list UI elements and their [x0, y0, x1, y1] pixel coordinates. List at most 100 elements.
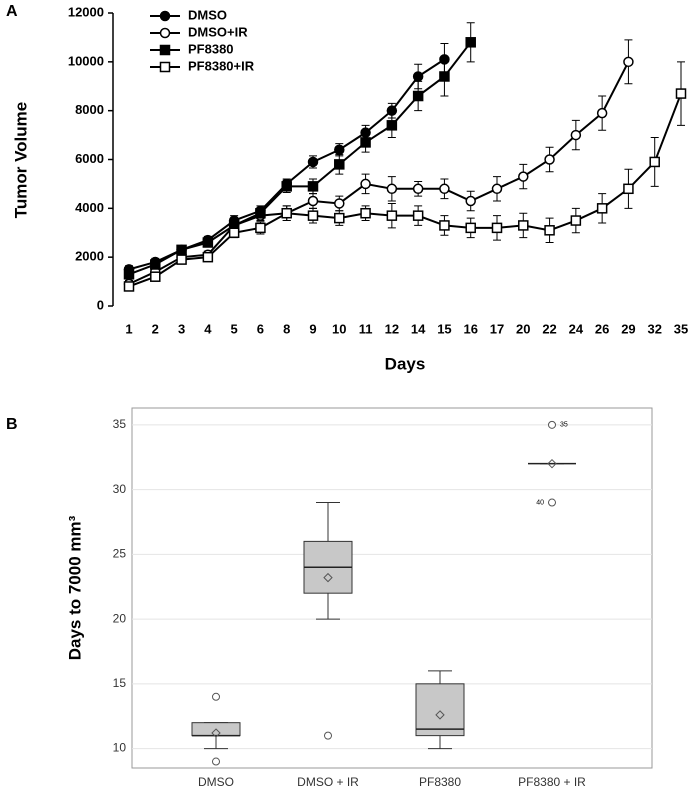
marker	[202, 237, 214, 248]
marker	[649, 156, 660, 168]
x-tick-label: 4	[204, 321, 212, 336]
outlier	[548, 420, 556, 429]
marker	[518, 171, 529, 182]
x-tick-label: 1	[125, 321, 132, 336]
marker	[465, 37, 476, 48]
y-tick-label: 10000	[68, 53, 104, 68]
y-tick-label: 10	[113, 741, 127, 755]
marker	[334, 144, 345, 155]
legend-label: DMSO+IR	[188, 24, 248, 39]
panel-label: A	[6, 3, 18, 20]
x-tick-label: 2	[152, 321, 159, 336]
marker	[412, 71, 424, 82]
marker	[544, 225, 555, 236]
marker	[360, 207, 371, 219]
legend-label: PF8380	[188, 41, 234, 56]
marker	[596, 107, 608, 119]
x-tick-label: 20	[516, 321, 530, 336]
marker	[439, 183, 450, 195]
marker	[386, 210, 398, 221]
marker	[596, 203, 608, 214]
marker	[307, 181, 319, 192]
marker	[334, 212, 345, 224]
marker	[159, 10, 171, 22]
marker	[491, 183, 503, 195]
marker	[255, 207, 266, 219]
x-tick-label: 6	[257, 321, 264, 336]
marker	[176, 254, 187, 265]
y-tick-label: 25	[113, 547, 127, 561]
marker	[360, 137, 371, 148]
marker	[544, 154, 555, 165]
panel-label: B	[6, 416, 18, 433]
mean	[323, 572, 333, 583]
marker	[281, 207, 292, 219]
marker	[675, 88, 687, 99]
marker	[386, 183, 398, 195]
y-tick-label: 20	[113, 611, 127, 625]
marker	[159, 44, 171, 56]
marker	[412, 90, 424, 102]
series-line	[128, 93, 682, 288]
marker	[623, 56, 634, 68]
outlier	[324, 731, 332, 740]
marker	[491, 222, 503, 234]
marker	[123, 281, 135, 292]
outlier-id: 40	[536, 499, 544, 506]
x-tick-label: 11	[359, 321, 373, 336]
marker	[334, 159, 345, 170]
marker	[360, 178, 371, 190]
x-tick-label: 14	[411, 321, 426, 336]
x-tick-label: 22	[542, 321, 556, 336]
marker	[307, 210, 319, 221]
x-tick-label: 10	[332, 321, 346, 336]
series-line	[128, 58, 445, 271]
y-tick-label: 30	[113, 482, 127, 496]
marker	[465, 195, 476, 207]
marker	[176, 244, 187, 256]
mean	[435, 710, 445, 720]
mean	[211, 728, 221, 738]
marker	[570, 215, 582, 226]
marker	[159, 27, 171, 39]
marker	[412, 210, 424, 221]
marker	[150, 271, 161, 282]
marker	[150, 259, 161, 270]
marker	[412, 183, 424, 195]
x-tick-label: 16	[463, 321, 477, 336]
plot-frame	[131, 407, 653, 769]
x-tick-label: 26	[595, 321, 609, 336]
marker	[255, 222, 266, 234]
y-tick-label: 0	[97, 297, 104, 312]
x-tick-label: 32	[647, 321, 661, 336]
x-tick-label: 35	[674, 321, 688, 336]
y-tick-label: 6000	[75, 151, 104, 166]
outlier	[212, 692, 220, 701]
outlier	[212, 757, 220, 766]
legend-label: DMSO	[188, 7, 227, 22]
x-tick-label: 3	[178, 321, 185, 336]
marker	[307, 195, 319, 207]
marker	[281, 181, 292, 192]
y-axis-label: Days to 7000 mm³	[65, 515, 84, 660]
y-axis-label: Tumor Volume	[11, 102, 30, 219]
y-tick-label: 15	[113, 676, 127, 690]
marker	[570, 129, 582, 141]
marker	[159, 61, 171, 73]
x-tick-label: 9	[309, 321, 316, 336]
marker	[228, 227, 240, 238]
x-tick-label: 29	[621, 321, 635, 336]
x-tick-label: 8	[283, 321, 290, 336]
mean	[547, 458, 557, 469]
marker	[439, 71, 450, 82]
y-tick-label: 4000	[75, 200, 104, 215]
outlier-id: 35	[560, 422, 568, 429]
marker	[386, 120, 398, 131]
x-tick-label: DMSO + IR	[297, 775, 359, 789]
box	[415, 683, 465, 737]
x-tick-label: 5	[231, 321, 238, 336]
y-tick-label: 35	[113, 417, 127, 431]
marker	[307, 156, 319, 168]
y-tick-label: 12000	[68, 4, 104, 19]
